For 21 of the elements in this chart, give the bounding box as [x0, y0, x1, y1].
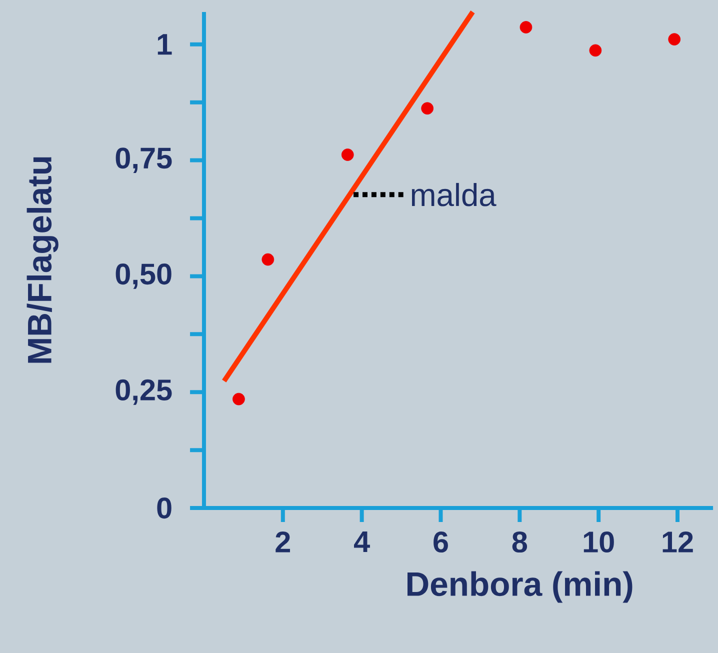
- x-tick-label: 4: [354, 531, 370, 552]
- y-tick-label: 0,25: [116, 379, 172, 405]
- point: [262, 253, 274, 266]
- x-tick-label: 10: [584, 531, 614, 552]
- point: [232, 392, 245, 406]
- x-tick-label: 8: [512, 531, 528, 552]
- x-tick-label: 6: [434, 531, 448, 552]
- point: [421, 102, 434, 114]
- x-tick-label: 2: [276, 531, 290, 552]
- point: [520, 20, 532, 34]
- point: [341, 148, 354, 161]
- y-tick-label: 0,75: [116, 147, 172, 173]
- y-tick-label: 0: [157, 497, 172, 518]
- x-axis-title: Denbora (min): [407, 571, 632, 603]
- x-tick-label: 12: [662, 531, 693, 552]
- annotation: malda: [412, 182, 496, 206]
- y-tick-label: 0,50: [116, 263, 172, 289]
- point: [589, 44, 602, 56]
- y-axis-title: MB/Flagelatu: [26, 156, 58, 362]
- point: [668, 32, 681, 46]
- y-tick-label: 1: [158, 34, 172, 54]
